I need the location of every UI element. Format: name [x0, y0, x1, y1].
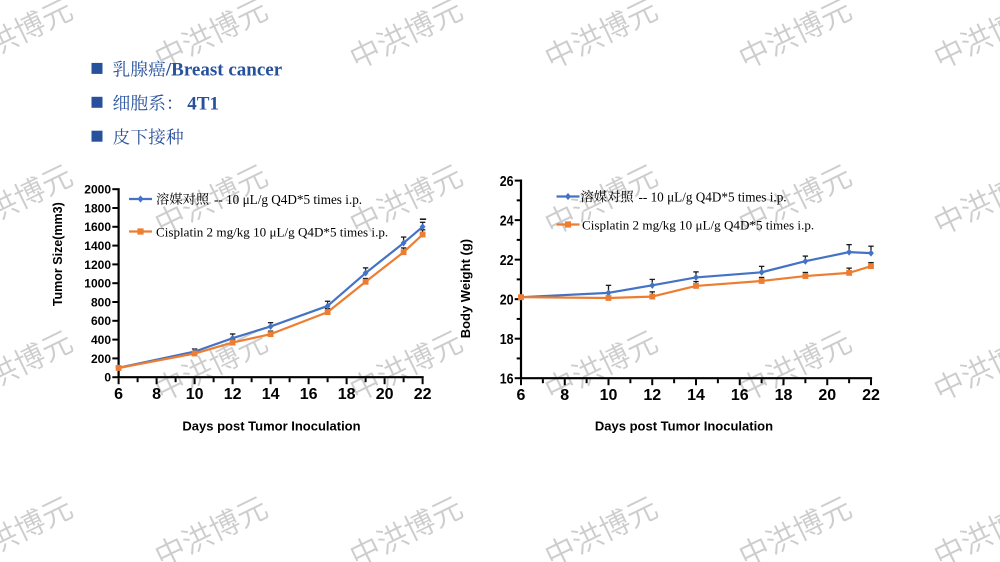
svg-text:20: 20: [818, 387, 836, 404]
svg-text:8: 8: [560, 387, 569, 404]
svg-text:14: 14: [687, 387, 705, 404]
svg-text:26: 26: [500, 173, 514, 190]
svg-text:6: 6: [517, 387, 526, 404]
svg-text:22: 22: [500, 252, 514, 269]
svg-text:16: 16: [300, 386, 318, 403]
svg-text:Tumor Size(mm3): Tumor Size(mm3): [51, 202, 65, 306]
svg-text:20: 20: [500, 292, 514, 309]
svg-text:16: 16: [500, 371, 514, 388]
svg-text:22: 22: [862, 387, 880, 404]
svg-text:8: 8: [152, 386, 161, 403]
svg-text:20: 20: [376, 386, 394, 403]
svg-text:1000: 1000: [84, 277, 111, 291]
svg-text:-- 10 μL/g Q4D*5 times i.p.: -- 10 μL/g Q4D*5 times i.p.: [214, 192, 362, 207]
svg-text:800: 800: [91, 295, 111, 309]
svg-text:-- 10 μL/g Q4D*5 times i.p.: -- 10 μL/g Q4D*5 times i.p.: [639, 189, 787, 204]
svg-text:1200: 1200: [84, 258, 111, 272]
svg-text:18: 18: [775, 387, 793, 404]
svg-text:24: 24: [500, 213, 514, 230]
svg-text:18: 18: [338, 386, 356, 403]
svg-text:Cisplatin 2 mg/kg 10 μL/g Q4D*: Cisplatin 2 mg/kg 10 μL/g Q4D*5 times i.…: [156, 224, 388, 239]
svg-text:0: 0: [104, 371, 111, 385]
svg-text:12: 12: [643, 387, 661, 404]
svg-text:Days post Tumor Inoculation: Days post Tumor Inoculation: [182, 419, 360, 434]
svg-text:10: 10: [186, 386, 204, 403]
svg-text:Body Weight (g): Body Weight (g): [458, 239, 473, 338]
svg-text:600: 600: [91, 314, 111, 328]
svg-text:200: 200: [91, 352, 111, 366]
svg-text:2000: 2000: [84, 183, 111, 197]
svg-text:/Breast cancer: /Breast cancer: [165, 60, 283, 81]
svg-text:18: 18: [500, 331, 514, 348]
svg-text:12: 12: [224, 386, 242, 403]
svg-text:16: 16: [731, 387, 749, 404]
svg-text:4T1: 4T1: [187, 93, 219, 114]
svg-text:22: 22: [414, 386, 432, 403]
svg-text:10: 10: [600, 387, 618, 404]
svg-text:1600: 1600: [84, 220, 111, 234]
svg-text:400: 400: [91, 333, 111, 347]
svg-text:14: 14: [262, 386, 280, 403]
svg-text:Cisplatin 2 mg/kg 10 μL/g Q4D*: Cisplatin 2 mg/kg 10 μL/g Q4D*5 times i.…: [582, 217, 814, 232]
svg-text:Days post Tumor Inoculation: Days post Tumor Inoculation: [595, 419, 773, 434]
svg-text:6: 6: [114, 386, 123, 403]
svg-text:1800: 1800: [84, 201, 111, 215]
svg-text:1400: 1400: [84, 239, 111, 253]
